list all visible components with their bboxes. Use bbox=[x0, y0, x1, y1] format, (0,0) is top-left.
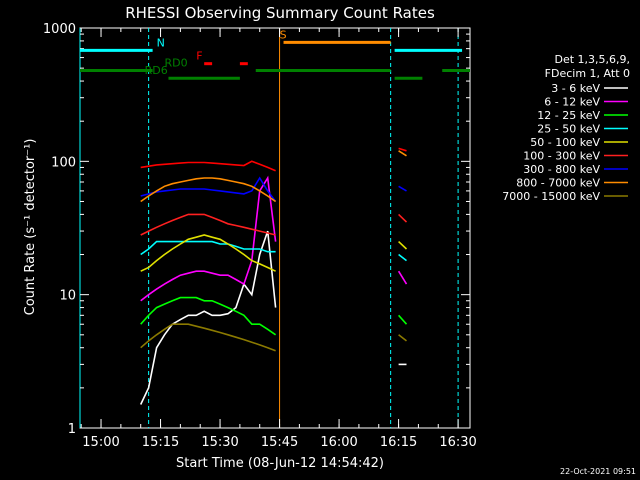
x-tick-label: 15:15 bbox=[142, 435, 179, 450]
state-label-f: F bbox=[196, 50, 202, 63]
series-line-3-1 bbox=[398, 253, 407, 262]
legend-label-1: 6 - 12 keV bbox=[544, 96, 600, 109]
series-line-5-1 bbox=[398, 213, 408, 223]
x-tick-label: 15:30 bbox=[201, 435, 238, 450]
series-line-8-1 bbox=[398, 334, 407, 342]
x-tick-label: 16:00 bbox=[320, 435, 357, 450]
x-tick-label: 15:00 bbox=[82, 435, 119, 450]
series-line-6-0 bbox=[140, 176, 277, 202]
series-line-1-0 bbox=[140, 175, 277, 302]
y-tick-label: 1 bbox=[68, 422, 76, 437]
legend-label-5: 100 - 300 keV bbox=[523, 150, 600, 163]
series-line-7-0 bbox=[140, 177, 277, 203]
series-line-0-0 bbox=[139, 230, 277, 405]
legend-header-1: Det 1,3,5,6,9, bbox=[554, 53, 630, 66]
chart-title: RHESSI Observing Summary Count Rates bbox=[125, 4, 435, 22]
y-axis-label: Count Rate (s⁻¹ detector⁻¹) bbox=[23, 139, 38, 316]
legend-label-0: 3 - 6 keV bbox=[551, 82, 600, 95]
x-axis-label: Start Time (08-Jun-12 14:54:42) bbox=[176, 456, 384, 471]
series-line-4-0 bbox=[140, 234, 276, 272]
state-label-s: S bbox=[280, 28, 287, 41]
state-label-rd6: RD6 bbox=[145, 64, 168, 77]
y-tick-label: 100 bbox=[51, 155, 76, 170]
plot-frame bbox=[79, 27, 471, 429]
series-line-9-0 bbox=[140, 160, 276, 172]
series-line-3-0 bbox=[140, 240, 276, 256]
legend-label-8: 7000 - 15000 keV bbox=[502, 190, 600, 203]
series-line-6-1 bbox=[398, 185, 407, 192]
series-line-5-0 bbox=[140, 213, 276, 236]
legend-label-2: 12 - 25 keV bbox=[537, 109, 600, 122]
y-tick-label: 10 bbox=[59, 289, 76, 304]
legend-label-7: 800 - 7000 keV bbox=[516, 177, 600, 190]
series-line-8-0 bbox=[140, 323, 276, 352]
series-line-2-0 bbox=[140, 296, 277, 336]
x-tick-label: 16:15 bbox=[380, 435, 417, 450]
x-tick-label: 15:45 bbox=[261, 435, 298, 450]
timestamp: 22-Oct-2021 09:51 bbox=[560, 467, 636, 476]
state-label-rd0: RD0 bbox=[165, 57, 188, 70]
state-label-n: N bbox=[157, 36, 165, 49]
series-line-9-1 bbox=[398, 147, 407, 152]
legend-label-4: 50 - 100 keV bbox=[530, 136, 600, 149]
y-tick-label: 1000 bbox=[43, 22, 76, 37]
legend-header-2: FDecim 1, Att 0 bbox=[545, 67, 630, 80]
series-line-1-1 bbox=[397, 270, 408, 285]
legend-label-6: 300 - 800 keV bbox=[523, 163, 600, 176]
legend-label-3: 25 - 50 keV bbox=[537, 123, 600, 136]
x-tick-label: 16:30 bbox=[439, 435, 476, 450]
series-line-2-1 bbox=[398, 314, 408, 325]
series-line-4-1 bbox=[398, 241, 408, 250]
series-line-7-1 bbox=[398, 150, 407, 157]
